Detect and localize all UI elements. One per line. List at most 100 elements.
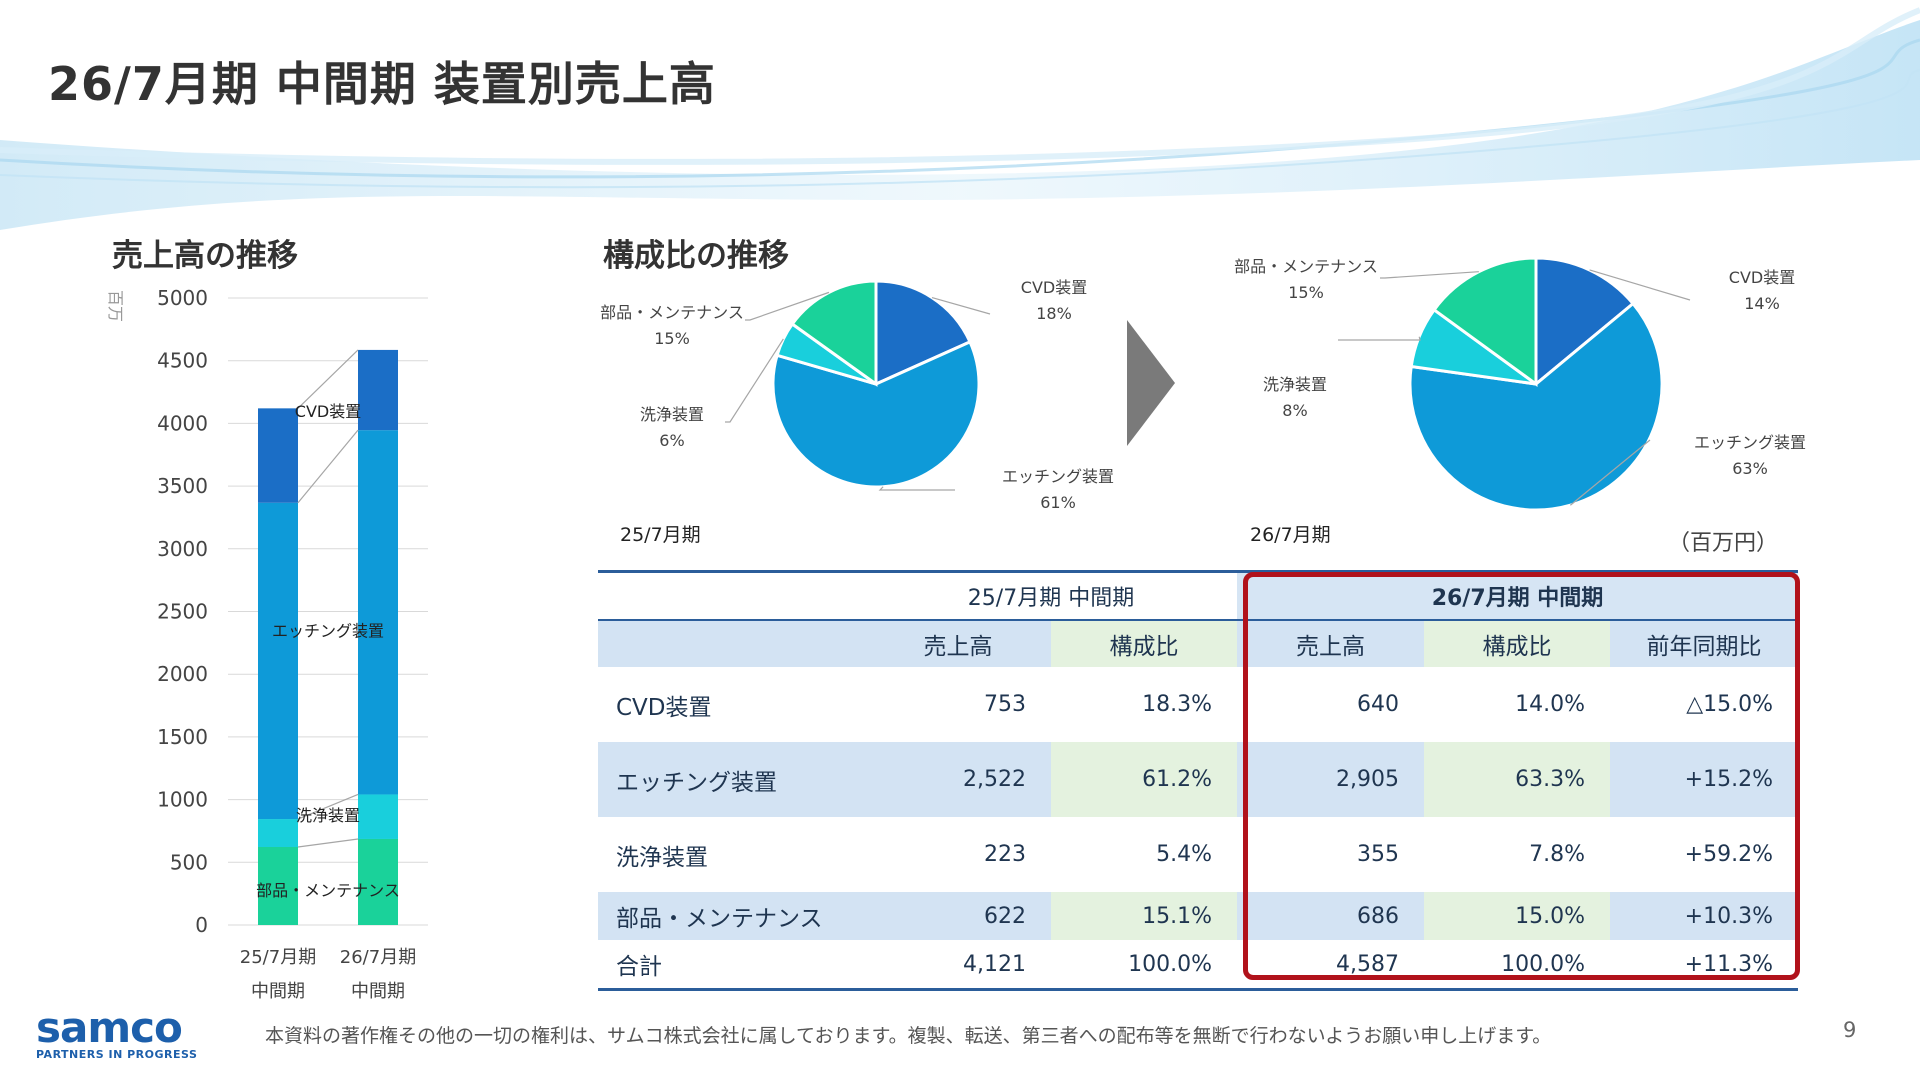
table-cell: 5.4%: [1156, 842, 1212, 867]
pie-slice: [1534, 256, 1636, 388]
sales-stacked-bar-chart: 0 500 1000 1500 2000 2500 3000 3500 4000 4500 5000…: [106, 286, 428, 1002]
series-label: 洗浄装置: [296, 806, 360, 825]
table-cell: 686: [1237, 892, 1424, 940]
pie-slice: [874, 279, 972, 387]
pie-chart-26: CVD装置 14% エッチング装置 63% 洗浄装置 8% 部品・メンテナンス 15%: [1234, 256, 1806, 512]
row-label: 洗浄装置: [616, 844, 708, 871]
x-tick-label: 中間期: [351, 981, 405, 1002]
table-cell: 2,522: [865, 742, 1051, 817]
pie-slice: [771, 339, 981, 489]
table-cell: 622: [865, 892, 1051, 940]
y-tick-label: 3000: [157, 537, 208, 561]
sales-trend-title: 売上高の推移: [112, 238, 298, 274]
table-group-header-row: 25/7月期 中間期 26/7月期 中間期: [598, 570, 1798, 620]
table-column-header-row: 売上高 構成比 売上高 構成比 前年同期比: [598, 619, 1798, 667]
table-cell: 2,905: [1237, 742, 1424, 817]
pie-slice-pct: 18%: [1036, 304, 1072, 323]
table-cell: 753: [984, 692, 1026, 717]
pie-leader-line: [931, 296, 991, 315]
pie-slice-pct: 8%: [1282, 401, 1307, 420]
y-tick-label: 5000: [157, 286, 208, 310]
pie-slice-pct: 15%: [1288, 283, 1324, 302]
table-cell: 14.0%: [1515, 692, 1585, 717]
table-cell: 18.3%: [1142, 692, 1212, 717]
column-header: 構成比: [1424, 619, 1610, 667]
group-header-25: 25/7月期 中間期: [865, 570, 1237, 620]
series-label: エッチング装置: [272, 622, 384, 641]
bar-segment: [258, 502, 298, 820]
bar-segment: [358, 838, 398, 925]
pie-slice-pct: 6%: [659, 431, 684, 450]
column-header: 前年同期比: [1610, 619, 1798, 667]
table-cell: +10.3%: [1610, 892, 1798, 940]
y-tick-label: 2500: [157, 600, 208, 624]
bar-segment: [358, 349, 398, 431]
table-row: エッチング装置 2,522 61.2% 2,905 63.3% +15.2%: [598, 742, 1798, 817]
y-axis-label: 百万: [106, 290, 125, 322]
table-cell: 15.1%: [1051, 892, 1237, 940]
pie-leader-line: [1589, 269, 1691, 301]
row-label: 合計: [598, 940, 865, 991]
pie-period-label-26: 26/7月期: [1250, 524, 1331, 546]
y-tick-label: 3500: [157, 474, 208, 498]
pie-slice-label: エッチング装置: [1002, 467, 1114, 486]
pie-slice-pct: 14%: [1744, 294, 1780, 313]
pie-slice-label: 洗浄装置: [1263, 375, 1327, 394]
x-tick-label: 26/7月期: [340, 947, 416, 968]
logo-wordmark: samco: [36, 1003, 183, 1052]
copyright-notice: 本資料の著作権その他の一切の権利は、サムコ株式会社に属しております。複製、転送、…: [265, 1025, 1552, 1047]
x-tick-label: 中間期: [251, 981, 305, 1002]
pie-slice-label: CVD装置: [1729, 268, 1795, 287]
table-cell: 4,587: [1237, 940, 1424, 991]
column-header: 構成比: [1051, 619, 1237, 667]
pie-chart-25: CVD装置 18% エッチング装置 61% 洗浄装置 6% 部品・メンテナンス 15%: [600, 278, 1114, 512]
series-connector-line: [297, 429, 359, 504]
pie-slice-label: 部品・メンテナンス: [1234, 257, 1378, 276]
bar-segment: [258, 819, 298, 848]
pie-slice-label: 部品・メンテナンス: [600, 303, 744, 322]
table-cell: +15.2%: [1610, 742, 1798, 817]
series-label: CVD装置: [295, 402, 361, 421]
pie-period-label-25: 25/7月期: [620, 524, 701, 546]
series-connector-line: [297, 349, 359, 409]
row-label: CVD装置: [616, 694, 712, 721]
table-cell: 100.0%: [1051, 940, 1237, 991]
table-cell: 4,121: [865, 940, 1051, 991]
table-cell: 7.8%: [1529, 842, 1585, 867]
series-label: 部品・メンテナンス: [256, 881, 400, 900]
series-connector-line: [297, 793, 359, 820]
pie-leader-line: [878, 486, 955, 491]
y-tick-label: 2000: [157, 662, 208, 686]
table-cell: +11.3%: [1610, 940, 1798, 991]
table-total-row: 合計 4,121 100.0% 4,587 100.0% +11.3%: [598, 940, 1798, 991]
y-tick-label: 1500: [157, 725, 208, 749]
bar-segment: [258, 408, 298, 503]
table-row: CVD装置 753 18.3% 640 14.0% △15.0%: [598, 667, 1798, 742]
table-cell: △15.0%: [1686, 692, 1773, 717]
pie-slice-label: 洗浄装置: [640, 405, 704, 424]
pie-leader-line: [1380, 271, 1479, 279]
table-cell: +59.2%: [1684, 842, 1773, 867]
pie-leader-line: [725, 338, 784, 423]
y-tick-label: 500: [170, 850, 208, 874]
row-label: エッチング装置: [598, 742, 865, 817]
bar-segment: [258, 847, 298, 925]
page-number: 9: [1843, 1018, 1857, 1042]
composition-title: 構成比の推移: [603, 238, 789, 274]
page-title: 26/7月期 中間期 装置別売上高: [48, 57, 716, 111]
sales-table: 25/7月期 中間期 26/7月期 中間期 売上高 構成比 売上高 構成比 前年…: [598, 570, 1798, 991]
pie-leader-line: [1338, 336, 1421, 341]
table-cell: 61.2%: [1051, 742, 1237, 817]
pie-slice-pct: 15%: [654, 329, 690, 348]
group-header-26: 26/7月期 中間期: [1237, 570, 1798, 620]
column-header: 売上高: [865, 619, 1051, 667]
samco-logo: samco PARTNERS IN PROGRESS: [36, 1003, 206, 1062]
table-cell: [598, 570, 865, 620]
pie-leader-line: [1569, 439, 1651, 506]
bar-segment: [358, 430, 398, 795]
bar-segment: [358, 794, 398, 839]
pie-slice: [1432, 256, 1538, 387]
column-header: [598, 619, 865, 667]
unit-label: （百万円）: [1668, 531, 1779, 556]
y-tick-label: 1000: [157, 788, 208, 812]
